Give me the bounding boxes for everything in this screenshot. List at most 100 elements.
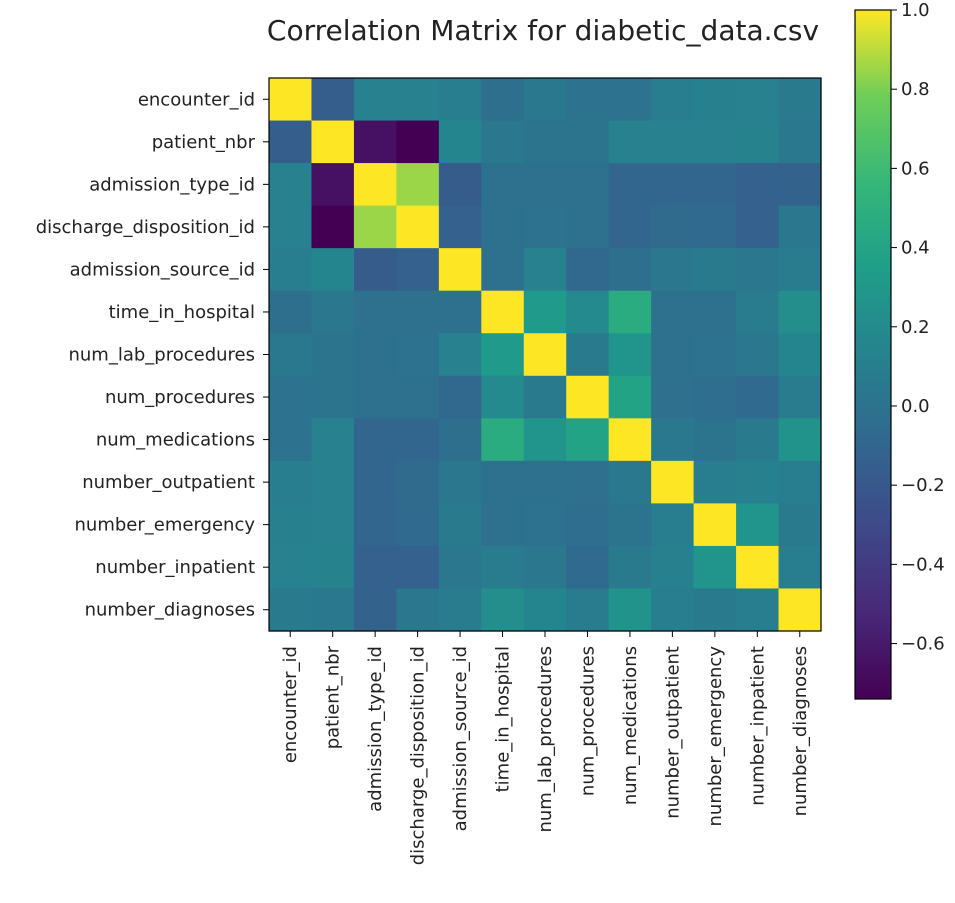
colorbar-tick-label: −0.2	[901, 475, 945, 496]
cell-patient-nbr-x-num-procedures	[566, 120, 610, 164]
cell-discharge-disposition-id-x-patient-nbr	[311, 205, 355, 249]
cell-time-in-hospital-x-number-outpatient	[651, 290, 695, 334]
cell-num-procedures-x-num-procedures	[566, 375, 610, 419]
y-tick-label-patient-nbr: patient_nbr	[152, 132, 256, 153]
cell-discharge-disposition-id-x-encounter-id	[269, 205, 313, 249]
cell-encounter-id-x-number-inpatient	[736, 78, 780, 122]
cell-patient-nbr-x-number-inpatient	[736, 120, 780, 164]
cell-number-inpatient-x-number-outpatient	[651, 545, 695, 590]
cell-admission-source-id-x-encounter-id	[269, 248, 313, 292]
cell-admission-source-id-x-number-inpatient	[736, 248, 780, 292]
cell-admission-type-id-x-discharge-disposition-id	[396, 163, 440, 207]
y-tick-label-num-lab-procedures: num_lab_procedures	[68, 345, 255, 366]
cell-num-medications-x-num-medications	[608, 418, 652, 462]
y-tick-label-admission-type-id: admission_type_id	[89, 174, 255, 195]
cell-num-medications-x-number-diagnoses	[778, 418, 822, 462]
cell-patient-nbr-x-number-diagnoses	[778, 120, 822, 164]
colorbar-tick-label: 1.0	[901, 0, 930, 21]
cell-admission-type-id-x-patient-nbr	[311, 163, 355, 207]
cell-number-emergency-x-patient-nbr	[311, 503, 355, 547]
colorbar-tick-label: 0.8	[901, 79, 930, 100]
cell-number-diagnoses-x-admission-source-id	[438, 588, 482, 632]
cell-number-inpatient-x-num-procedures	[566, 545, 610, 590]
x-tick-label-number-emergency: number_emergency	[705, 646, 726, 827]
y-tick-label-num-medications: num_medications	[96, 430, 255, 451]
cell-num-procedures-x-num-lab-procedures	[523, 375, 567, 419]
cell-patient-nbr-x-admission-type-id	[353, 120, 397, 164]
cell-number-emergency-x-number-diagnoses	[778, 503, 822, 547]
y-tick-label-encounter-id: encounter_id	[138, 89, 255, 110]
cell-admission-type-id-x-number-inpatient	[736, 163, 780, 207]
cell-num-procedures-x-num-medications	[608, 375, 652, 419]
cell-time-in-hospital-x-num-procedures	[566, 290, 610, 334]
cell-num-medications-x-time-in-hospital	[481, 418, 525, 462]
y-tick-label-time-in-hospital: time_in_hospital	[109, 302, 255, 323]
cell-number-diagnoses-x-admission-type-id	[353, 588, 397, 632]
cell-number-emergency-x-time-in-hospital	[481, 503, 525, 547]
cell-time-in-hospital-x-number-inpatient	[736, 290, 780, 334]
cell-num-procedures-x-admission-source-id	[438, 375, 482, 419]
cell-number-inpatient-x-num-lab-procedures	[523, 545, 567, 590]
cell-time-in-hospital-x-patient-nbr	[311, 290, 355, 334]
cell-discharge-disposition-id-x-admission-source-id	[438, 205, 482, 249]
cell-number-emergency-x-num-procedures	[566, 503, 610, 547]
cell-discharge-disposition-id-x-discharge-disposition-id	[396, 205, 440, 249]
cell-number-emergency-x-num-lab-procedures	[523, 503, 567, 547]
cell-encounter-id-x-num-medications	[608, 78, 652, 122]
cell-discharge-disposition-id-x-num-procedures	[566, 205, 610, 249]
cell-num-procedures-x-number-emergency	[693, 375, 737, 419]
cell-num-lab-procedures-x-time-in-hospital	[481, 333, 525, 377]
cell-admission-type-id-x-num-procedures	[566, 163, 610, 207]
cell-time-in-hospital-x-discharge-disposition-id	[396, 290, 440, 334]
cell-discharge-disposition-id-x-number-diagnoses	[778, 205, 822, 249]
cell-encounter-id-x-admission-type-id	[353, 78, 397, 122]
colorbar-ticks: 1.0 0.8 0.6 0.4 0.2 0.0 −0.2 −0.4 −0.6	[891, 0, 945, 655]
cell-num-lab-procedures-x-admission-source-id	[438, 333, 482, 377]
cell-patient-nbr-x-number-outpatient	[651, 120, 695, 164]
cell-num-lab-procedures-x-num-lab-procedures	[523, 333, 567, 377]
cell-num-procedures-x-encounter-id	[269, 375, 313, 419]
cell-number-inpatient-x-patient-nbr	[311, 545, 355, 590]
cell-admission-source-id-x-discharge-disposition-id	[396, 248, 440, 292]
cell-num-medications-x-num-lab-procedures	[523, 418, 567, 462]
cell-time-in-hospital-x-num-lab-procedures	[523, 290, 567, 334]
cell-num-procedures-x-number-inpatient	[736, 375, 780, 419]
cell-encounter-id-x-time-in-hospital	[481, 78, 525, 122]
x-tick-label-admission-source-id: admission_source_id	[450, 646, 471, 831]
cell-number-emergency-x-num-medications	[608, 503, 652, 547]
cell-number-diagnoses-x-encounter-id	[269, 588, 313, 632]
cell-admission-source-id-x-time-in-hospital	[481, 248, 525, 292]
cell-time-in-hospital-x-encounter-id	[269, 290, 313, 334]
cell-admission-type-id-x-num-medications	[608, 163, 652, 207]
cell-admission-type-id-x-encounter-id	[269, 163, 313, 207]
cell-patient-nbr-x-admission-source-id	[438, 120, 482, 164]
cell-encounter-id-x-num-lab-procedures	[523, 78, 567, 122]
cell-admission-type-id-x-number-diagnoses	[778, 163, 822, 207]
cell-number-emergency-x-admission-source-id	[438, 503, 482, 547]
cell-num-medications-x-encounter-id	[269, 418, 313, 462]
cell-discharge-disposition-id-x-number-emergency	[693, 205, 737, 249]
cell-num-procedures-x-discharge-disposition-id	[396, 375, 440, 419]
cell-time-in-hospital-x-admission-type-id	[353, 290, 397, 334]
cell-number-diagnoses-x-num-medications	[608, 588, 652, 632]
y-axis-ticks: encounter_id patient_nbr admission_type_id…	[36, 89, 269, 621]
cell-num-lab-procedures-x-number-emergency	[693, 333, 737, 377]
cell-number-diagnoses-x-number-inpatient	[736, 588, 780, 632]
y-tick-label-discharge-disposition-id: discharge_disposition_id	[36, 217, 255, 238]
cell-patient-nbr-x-num-lab-procedures	[523, 120, 567, 164]
cell-number-diagnoses-x-number-diagnoses	[778, 588, 822, 632]
cell-encounter-id-x-number-emergency	[693, 78, 737, 122]
cell-patient-nbr-x-num-medications	[608, 120, 652, 164]
cell-number-emergency-x-admission-type-id	[353, 503, 397, 547]
y-tick-label-number-diagnoses: number_diagnoses	[85, 600, 255, 621]
colorbar	[854, 9, 892, 700]
cell-discharge-disposition-id-x-number-inpatient	[736, 205, 780, 249]
colorbar-tick-label: −0.4	[901, 554, 945, 575]
cell-num-medications-x-discharge-disposition-id	[396, 418, 440, 462]
cell-num-procedures-x-time-in-hospital	[481, 375, 525, 419]
x-axis-ticks: encounter_id patient_nbr admission_type_id…	[280, 631, 811, 865]
cell-num-lab-procedures-x-number-outpatient	[651, 333, 695, 377]
cell-time-in-hospital-x-number-emergency	[693, 290, 737, 334]
y-tick-label-admission-source-id: admission_source_id	[70, 259, 255, 280]
